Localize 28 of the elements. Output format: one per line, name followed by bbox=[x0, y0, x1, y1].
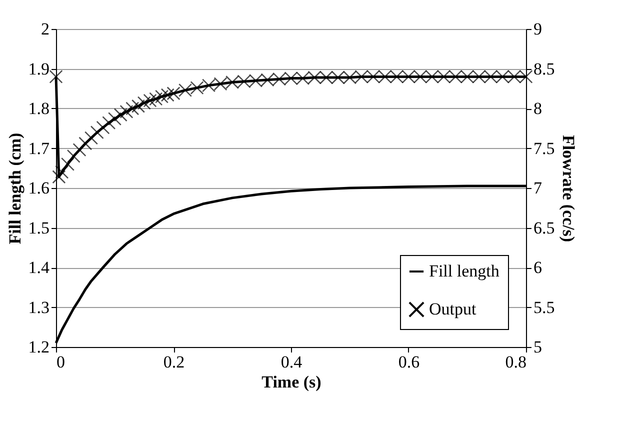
x-tick-label: 0.6 bbox=[398, 352, 420, 372]
y-tick-label: 1.6 bbox=[28, 178, 50, 198]
y2-tick-label: 5.5 bbox=[534, 298, 555, 317]
legend-label: Fill length bbox=[429, 262, 500, 280]
y2-tick-label: 8 bbox=[534, 99, 542, 118]
legend-label: Output bbox=[429, 300, 476, 318]
x-tick-label: 0.4 bbox=[280, 352, 303, 372]
x-tick-label: 0.8 bbox=[505, 352, 526, 372]
y2-tick-label: 7.5 bbox=[534, 138, 555, 158]
x-tick-label: 0 bbox=[56, 352, 65, 372]
y2-tick-label: 5 bbox=[534, 338, 542, 356]
y-tick-label: 1.9 bbox=[28, 59, 50, 78]
y2-tick-label: 7 bbox=[534, 178, 542, 198]
y-tick-label: 1.4 bbox=[28, 258, 50, 277]
x-axis-title: Time (s) bbox=[262, 372, 322, 392]
y-tick-label: 1.5 bbox=[28, 218, 50, 238]
y2-tick-label: 8.5 bbox=[534, 59, 555, 78]
y2-axis-title: Flowrate (cc/s) bbox=[558, 134, 578, 242]
y-axis-title: Fill length (cm) bbox=[5, 132, 24, 244]
y-tick-label: 2 bbox=[41, 20, 50, 38]
y2-tick-label: 6.5 bbox=[534, 218, 555, 238]
x-tick-label: 0.2 bbox=[163, 352, 185, 372]
y-tick-label: 1.7 bbox=[28, 138, 50, 158]
y-tick-label: 1.8 bbox=[28, 99, 50, 118]
y-tick-label: 1.2 bbox=[28, 338, 50, 356]
y-tick-label: 1.3 bbox=[28, 298, 50, 317]
y2-tick-label: 9 bbox=[534, 20, 542, 38]
y2-tick-label: 6 bbox=[534, 258, 542, 277]
